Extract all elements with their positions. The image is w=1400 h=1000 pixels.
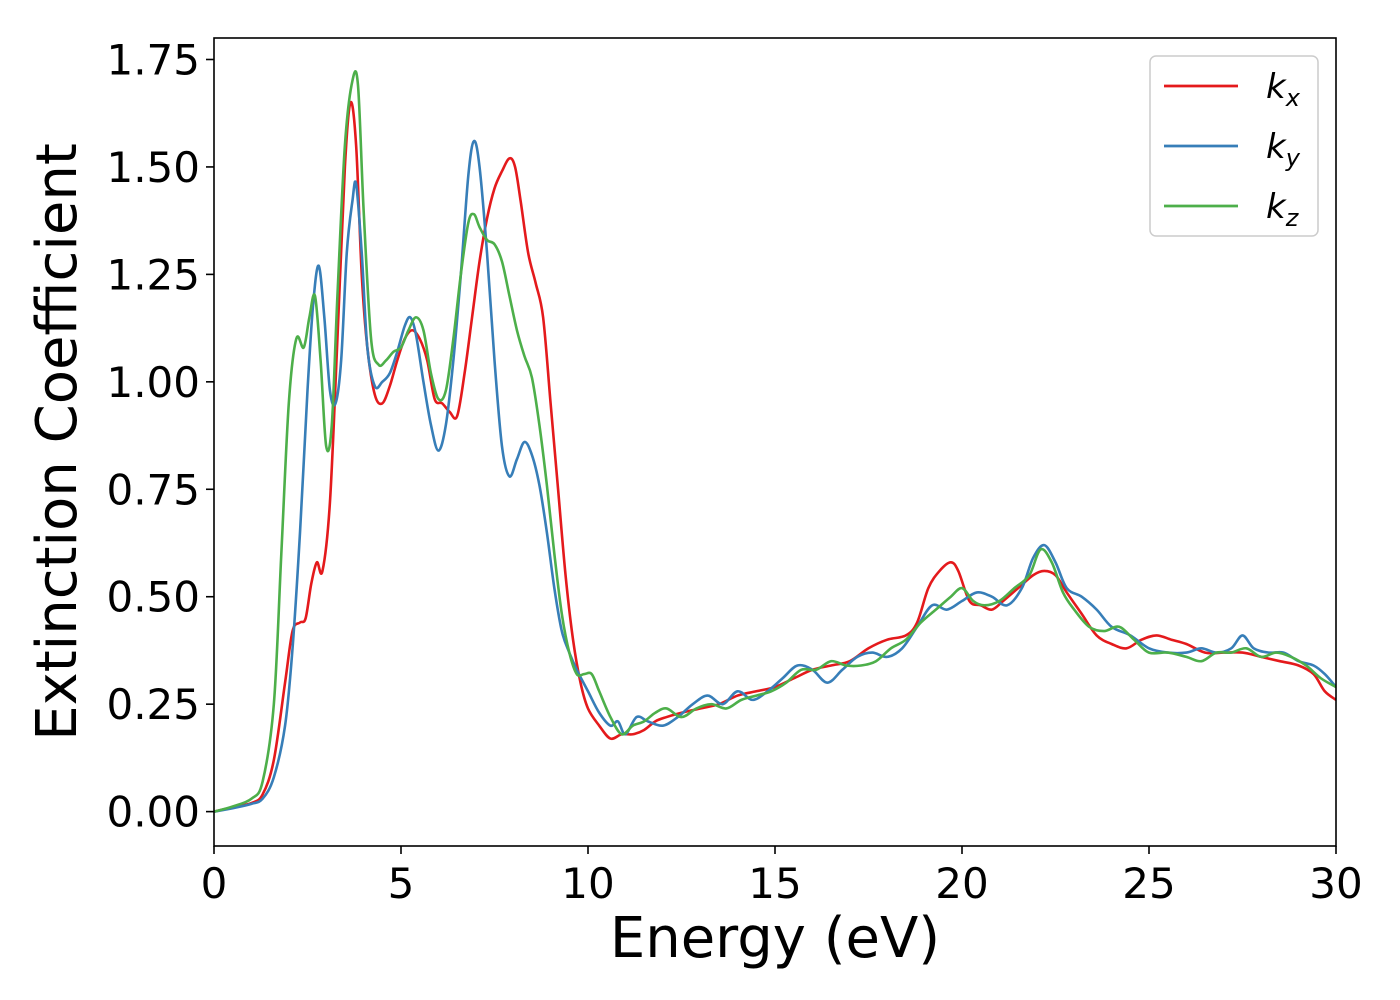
y-tick-label: 0.75 xyxy=(106,465,200,514)
x-tick-label: 5 xyxy=(388,859,415,908)
series-line-ky xyxy=(214,139,1336,813)
y-tick-label: 0.50 xyxy=(106,573,200,622)
x-tick-label: 0 xyxy=(201,859,228,908)
series-line-kz xyxy=(214,70,1336,813)
legend: kx ky kz xyxy=(1149,55,1319,237)
legend-label-kx: kx xyxy=(1266,67,1301,112)
x-axis: 0 5 10 15 20 25 30 xyxy=(201,846,1363,908)
series-layer xyxy=(214,70,1336,813)
y-tick-label: 0.00 xyxy=(106,788,200,837)
legend-label-kz: kz xyxy=(1266,187,1300,232)
x-axis-label: Energy (eV) xyxy=(610,906,940,971)
series-line-kx xyxy=(214,100,1336,813)
x-tick-label: 30 xyxy=(1309,859,1362,908)
x-tick-label: 20 xyxy=(935,859,988,908)
legend-label-ky: ky xyxy=(1266,127,1301,172)
x-tick-label: 10 xyxy=(561,859,614,908)
y-axis: 0.00 0.25 0.50 0.75 1.00 1.25 1.50 1.75 xyxy=(106,35,214,837)
y-tick-label: 1.25 xyxy=(106,250,200,299)
y-tick-label: 1.75 xyxy=(106,35,200,84)
y-tick-label: 1.50 xyxy=(106,143,200,192)
x-tick-label: 15 xyxy=(748,859,801,908)
y-tick-label: 0.25 xyxy=(106,680,200,729)
y-axis-label: Extinction Coefficient xyxy=(25,143,90,741)
y-tick-label: 1.00 xyxy=(106,358,200,407)
x-tick-label: 25 xyxy=(1122,859,1175,908)
